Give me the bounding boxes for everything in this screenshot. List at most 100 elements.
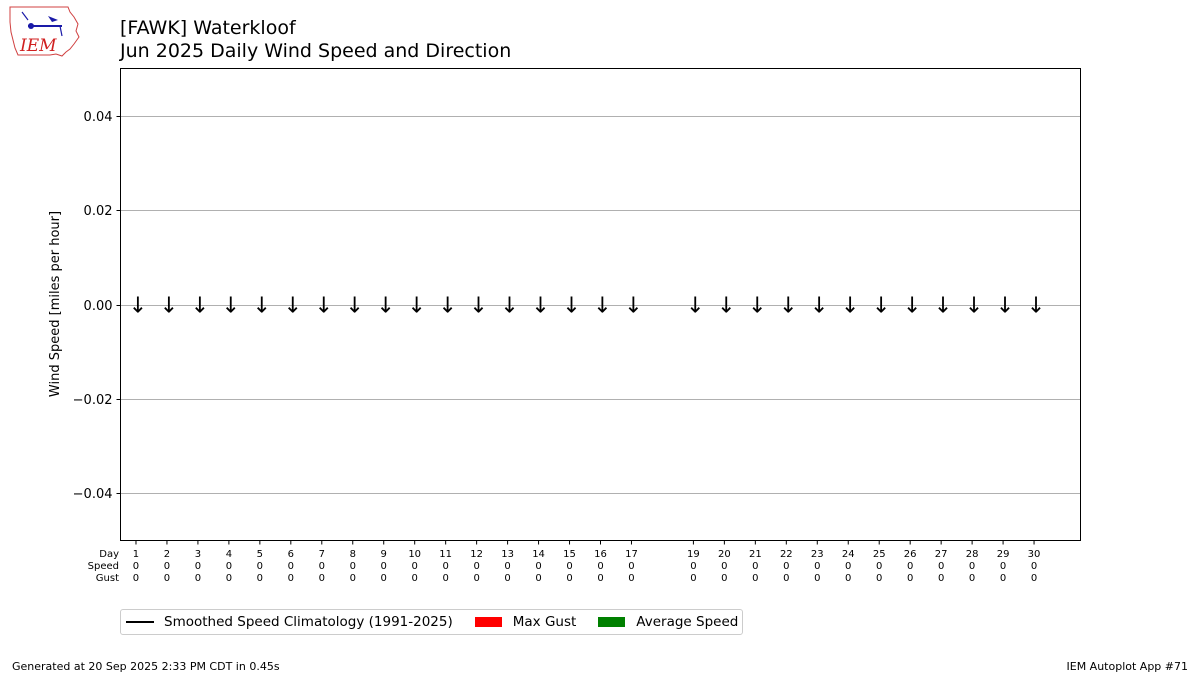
x-tick-day-label: 9 bbox=[381, 549, 387, 560]
legend-line-swatch bbox=[126, 621, 154, 623]
legend-item-climatology: Smoothed Speed Climatology (1991-2025) bbox=[126, 614, 453, 630]
wind-arrow: ↓ bbox=[191, 294, 209, 319]
x-tick-day-label: 6 bbox=[288, 549, 294, 560]
x-table-row-header: Speed bbox=[88, 561, 119, 572]
wind-arrow: ↓ bbox=[222, 294, 240, 319]
y-tick-label: −0.02 bbox=[73, 393, 113, 408]
speed-value-label: 0 bbox=[876, 561, 882, 572]
gust-value-label: 0 bbox=[907, 573, 913, 584]
generated-timestamp: Generated at 20 Sep 2025 2:33 PM CDT in … bbox=[12, 660, 280, 673]
speed-value-label: 0 bbox=[288, 561, 294, 572]
x-tick-day-label: 11 bbox=[439, 549, 452, 560]
speed-value-label: 0 bbox=[969, 561, 975, 572]
speed-value-label: 0 bbox=[752, 561, 758, 572]
gust-value-label: 0 bbox=[350, 573, 356, 584]
x-tick-day-label: 27 bbox=[935, 549, 948, 560]
gust-value-label: 0 bbox=[164, 573, 170, 584]
wind-arrow: ↓ bbox=[284, 294, 302, 319]
speed-value-label: 0 bbox=[226, 561, 232, 572]
x-tick-day-label: 7 bbox=[319, 549, 325, 560]
speed-value-label: 0 bbox=[195, 561, 201, 572]
legend-patch-average-speed bbox=[598, 617, 626, 627]
speed-value-label: 0 bbox=[938, 561, 944, 572]
gust-value-label: 0 bbox=[597, 573, 603, 584]
speed-value-label: 0 bbox=[783, 561, 789, 572]
x-table-row-header: Day bbox=[99, 549, 119, 560]
wind-arrow: ↓ bbox=[810, 294, 828, 319]
wind-arrow: ↓ bbox=[407, 294, 425, 319]
gust-value-label: 0 bbox=[721, 573, 727, 584]
y-axis-label: Wind Speed [miles per hour] bbox=[48, 211, 63, 397]
speed-value-label: 0 bbox=[257, 561, 263, 572]
x-tick-day-label: 12 bbox=[470, 549, 483, 560]
wind-arrow: ↓ bbox=[562, 294, 580, 319]
wind-arrow: ↓ bbox=[500, 294, 518, 319]
x-tick-day-label: 17 bbox=[625, 549, 638, 560]
x-tick-day-label: 20 bbox=[718, 549, 731, 560]
speed-value-label: 0 bbox=[690, 561, 696, 572]
x-tick-day-label: 29 bbox=[997, 549, 1010, 560]
gust-value-label: 0 bbox=[845, 573, 851, 584]
app-credit: IEM Autoplot App #71 bbox=[1066, 660, 1189, 673]
wind-arrow: ↓ bbox=[779, 294, 797, 319]
gust-value-label: 0 bbox=[319, 573, 325, 584]
wind-arrow: ↓ bbox=[841, 294, 859, 319]
x-tick-day-label: 1 bbox=[133, 549, 139, 560]
legend-item-average-speed: Average Speed bbox=[598, 614, 738, 630]
gust-value-label: 0 bbox=[690, 573, 696, 584]
x-tick-day-label: 23 bbox=[811, 549, 824, 560]
wind-arrow: ↓ bbox=[748, 294, 766, 319]
gust-value-label: 0 bbox=[442, 573, 448, 584]
wind-arrow: ↓ bbox=[903, 294, 921, 319]
wind-arrow: ↓ bbox=[346, 294, 364, 319]
legend-label-climatology: Smoothed Speed Climatology (1991-2025) bbox=[164, 614, 453, 630]
speed-value-label: 0 bbox=[381, 561, 387, 572]
gust-value-label: 0 bbox=[133, 573, 139, 584]
gust-value-label: 0 bbox=[752, 573, 758, 584]
x-tick-day-label: 28 bbox=[966, 549, 979, 560]
x-tick-day-label: 25 bbox=[873, 549, 886, 560]
x-tick-day-label: 30 bbox=[1028, 549, 1041, 560]
y-tick-label: 0.04 bbox=[84, 110, 113, 125]
legend: Smoothed Speed Climatology (1991-2025) M… bbox=[120, 609, 744, 635]
speed-value-label: 0 bbox=[566, 561, 572, 572]
gust-value-label: 0 bbox=[938, 573, 944, 584]
x-tick-day-label: 2 bbox=[164, 549, 170, 560]
speed-value-label: 0 bbox=[133, 561, 139, 572]
wind-arrow: ↓ bbox=[686, 294, 704, 319]
x-axis-table: DaySpeedGust1002003004005006007008009001… bbox=[88, 540, 1041, 584]
speed-value-label: 0 bbox=[597, 561, 603, 572]
gust-value-label: 0 bbox=[226, 573, 232, 584]
wind-chart: ↓ ↓ ↓ ↓ ↓ ↓ ↓ ↓ ↓ ↓ ↓ ↓ ↓ ↓ ↓ ↓ ↓ ↓ ↓ ↓ ↓ ↓ ↓ ↓ ↓ ↓ ↓ ↓ ↓ −0.04 −0.02… bbox=[48, 68, 1081, 584]
wind-direction-arrows: ↓ ↓ ↓ ↓ ↓ ↓ ↓ ↓ ↓ ↓ ↓ ↓ ↓ ↓ ↓ ↓ ↓ ↓ ↓ ↓ ↓ ↓ ↓ ↓ ↓ ↓ ↓ ↓ ↓ bbox=[129, 294, 1046, 319]
gust-value-label: 0 bbox=[783, 573, 789, 584]
speed-value-label: 0 bbox=[412, 561, 418, 572]
gust-value-label: 0 bbox=[535, 573, 541, 584]
gust-value-label: 0 bbox=[566, 573, 572, 584]
wind-arrow: ↓ bbox=[1027, 294, 1045, 319]
wind-arrow: ↓ bbox=[872, 294, 890, 319]
grid-lines bbox=[120, 116, 1081, 494]
legend-item-max-gust: Max Gust bbox=[474, 614, 577, 630]
legend-patch-max-gust bbox=[474, 617, 502, 627]
gust-value-label: 0 bbox=[257, 573, 263, 584]
x-tick-day-label: 3 bbox=[195, 549, 201, 560]
wind-arrow: ↓ bbox=[438, 294, 456, 319]
speed-value-label: 0 bbox=[814, 561, 820, 572]
speed-value-label: 0 bbox=[442, 561, 448, 572]
x-tick-day-label: 8 bbox=[350, 549, 356, 560]
gust-value-label: 0 bbox=[288, 573, 294, 584]
speed-value-label: 0 bbox=[350, 561, 356, 572]
gust-value-label: 0 bbox=[628, 573, 634, 584]
legend-label-max-gust: Max Gust bbox=[512, 614, 577, 630]
chart-title: [FAWK] Waterkloof bbox=[120, 17, 296, 39]
wind-arrow: ↓ bbox=[160, 294, 178, 319]
y-tick-label: 0.02 bbox=[84, 204, 113, 219]
speed-value-label: 0 bbox=[473, 561, 479, 572]
x-tick-day-label: 22 bbox=[780, 549, 793, 560]
x-tick-day-label: 26 bbox=[904, 549, 917, 560]
gust-value-label: 0 bbox=[969, 573, 975, 584]
wind-arrow: ↓ bbox=[469, 294, 487, 319]
gust-value-label: 0 bbox=[504, 573, 510, 584]
x-tick-day-label: 4 bbox=[226, 549, 232, 560]
